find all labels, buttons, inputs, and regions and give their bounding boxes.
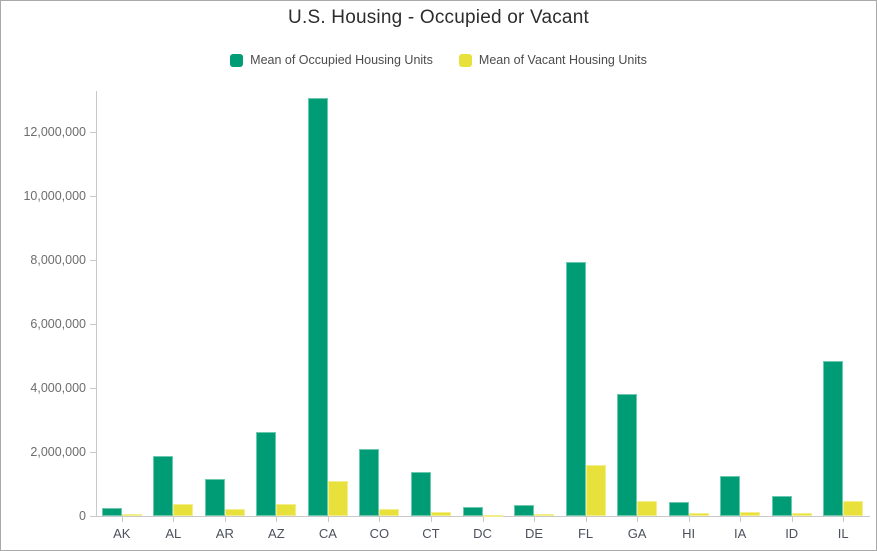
x-axis-label: HI xyxy=(682,526,696,541)
bar-DE-occupied[interactable] xyxy=(514,505,535,516)
bar-DC-occupied[interactable] xyxy=(462,507,483,516)
bar-HI-occupied[interactable] xyxy=(668,502,689,516)
y-axis-tick xyxy=(90,387,96,389)
bar-CT-vacant[interactable] xyxy=(430,512,451,516)
bar-FL-occupied[interactable] xyxy=(565,262,586,516)
legend-label: Mean of Vacant Housing Units xyxy=(478,53,647,67)
y-axis-tick xyxy=(90,259,96,261)
y-axis-tick xyxy=(90,323,96,325)
x-axis-tick xyxy=(327,517,329,522)
bar-DE-vacant[interactable] xyxy=(534,514,555,516)
x-axis-tick xyxy=(276,517,278,522)
y-axis-tick xyxy=(90,451,96,453)
bar-CO-occupied[interactable] xyxy=(359,449,380,516)
x-axis-tick xyxy=(688,517,690,522)
bar-HI-vacant[interactable] xyxy=(688,513,709,516)
x-axis-tick xyxy=(637,517,639,522)
legend-label: Mean of Occupied Housing Units xyxy=(250,53,433,67)
x-axis-label: ID xyxy=(785,526,799,541)
bar-IL-occupied[interactable] xyxy=(823,361,844,516)
y-axis-tick-label: 8,000,000 xyxy=(30,252,86,267)
legend-item-1[interactable]: Mean of Vacant Housing Units xyxy=(458,53,647,67)
bar-AZ-occupied[interactable] xyxy=(256,432,277,516)
x-axis-tick xyxy=(224,517,226,522)
bar-CT-occupied[interactable] xyxy=(410,472,431,516)
y-axis-line xyxy=(96,91,97,517)
bar-AK-vacant[interactable] xyxy=(121,514,142,516)
bar-CO-vacant[interactable] xyxy=(379,509,400,516)
y-axis-tick-label: 6,000,000 xyxy=(30,316,86,331)
y-axis-tick-label: 0 xyxy=(79,509,86,523)
bar-AK-occupied[interactable] xyxy=(101,508,122,516)
x-axis-label: IL xyxy=(837,526,849,541)
bar-ID-vacant[interactable] xyxy=(791,513,812,516)
bar-IA-vacant[interactable] xyxy=(740,512,761,516)
y-axis-tick xyxy=(90,195,96,197)
bar-IA-occupied[interactable] xyxy=(720,476,741,516)
x-axis-tick xyxy=(482,517,484,522)
bar-ID-occupied[interactable] xyxy=(771,496,792,516)
bar-GA-occupied[interactable] xyxy=(617,394,638,516)
bar-AL-vacant[interactable] xyxy=(173,504,194,516)
x-axis-tick xyxy=(843,517,845,522)
bar-IL-vacant[interactable] xyxy=(843,501,864,516)
x-axis-tick xyxy=(791,517,793,522)
x-axis-label: DE xyxy=(525,526,544,541)
x-axis-label: AL xyxy=(165,526,182,541)
x-axis-tick xyxy=(534,517,536,522)
bar-AZ-vacant[interactable] xyxy=(276,504,297,516)
y-axis-tick-label: 2,000,000 xyxy=(30,444,86,459)
x-axis-tick xyxy=(379,517,381,522)
y-axis-tick xyxy=(90,131,96,133)
bar-CA-occupied[interactable] xyxy=(307,98,328,516)
bar-DC-vacant[interactable] xyxy=(482,515,503,517)
y-axis-tick-label: 10,000,000 xyxy=(23,188,86,203)
x-axis-label: AK xyxy=(113,526,131,541)
bar-FL-vacant[interactable] xyxy=(585,465,606,516)
x-axis-label: FL xyxy=(577,526,594,541)
y-axis-tick xyxy=(90,516,96,517)
bar-CA-vacant[interactable] xyxy=(327,481,348,516)
x-axis-label: IA xyxy=(734,526,747,541)
x-axis-label: CO xyxy=(369,526,390,541)
x-axis-tick xyxy=(121,517,123,522)
bar-AR-occupied[interactable] xyxy=(204,479,225,516)
x-axis-label: CT xyxy=(422,526,440,541)
chart-title: U.S. Housing - Occupied or Vacant xyxy=(288,7,589,28)
y-axis-tick-label: 12,000,000 xyxy=(23,124,86,139)
x-axis-tick xyxy=(585,517,587,522)
legend-swatch-icon xyxy=(458,53,472,67)
bar-GA-vacant[interactable] xyxy=(637,501,658,516)
x-axis-label: GA xyxy=(627,526,647,541)
bar-AR-vacant[interactable] xyxy=(224,509,245,516)
y-axis-tick-label: 4,000,000 xyxy=(30,380,86,395)
x-axis-label: DC xyxy=(473,526,492,541)
x-axis-tick xyxy=(173,517,175,522)
x-axis-label: CA xyxy=(318,526,337,541)
legend-item-0[interactable]: Mean of Occupied Housing Units xyxy=(230,53,433,67)
legend-swatch-icon xyxy=(230,53,244,67)
x-axis-tick xyxy=(740,517,742,522)
x-axis-tick xyxy=(430,517,432,522)
bar-AL-occupied[interactable] xyxy=(153,456,174,516)
legend: Mean of Occupied Housing Units Mean of Va… xyxy=(1,53,876,67)
x-axis-label: AZ xyxy=(268,526,285,541)
x-axis-label: AR xyxy=(215,526,234,541)
